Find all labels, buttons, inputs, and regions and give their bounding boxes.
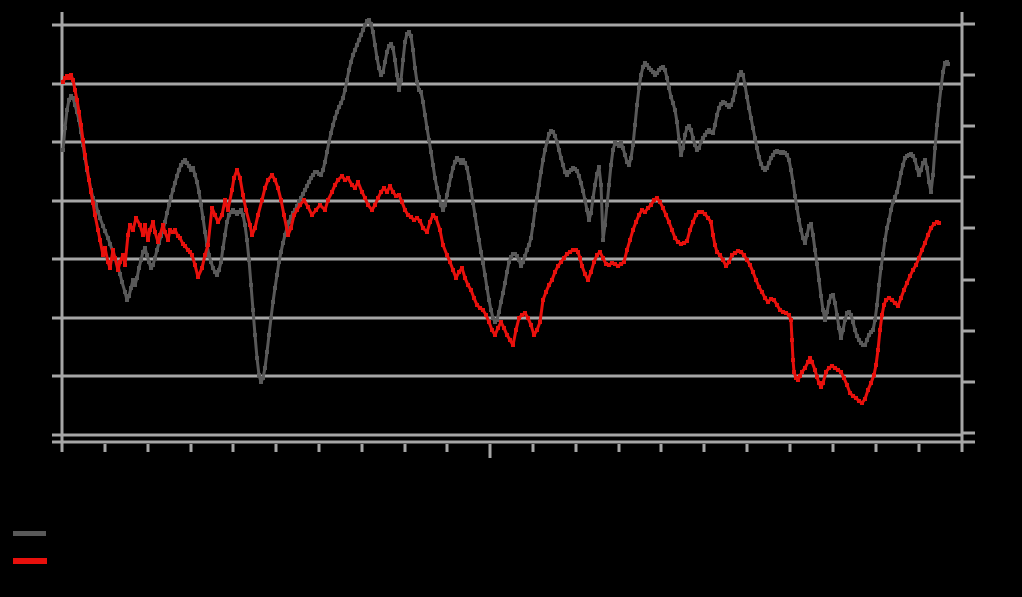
right-axis-ticks — [962, 22, 975, 435]
red-series-group — [61, 73, 941, 405]
gray-series-group — [61, 18, 950, 384]
x-axis-ticks — [60, 444, 964, 458]
axes — [52, 12, 975, 447]
